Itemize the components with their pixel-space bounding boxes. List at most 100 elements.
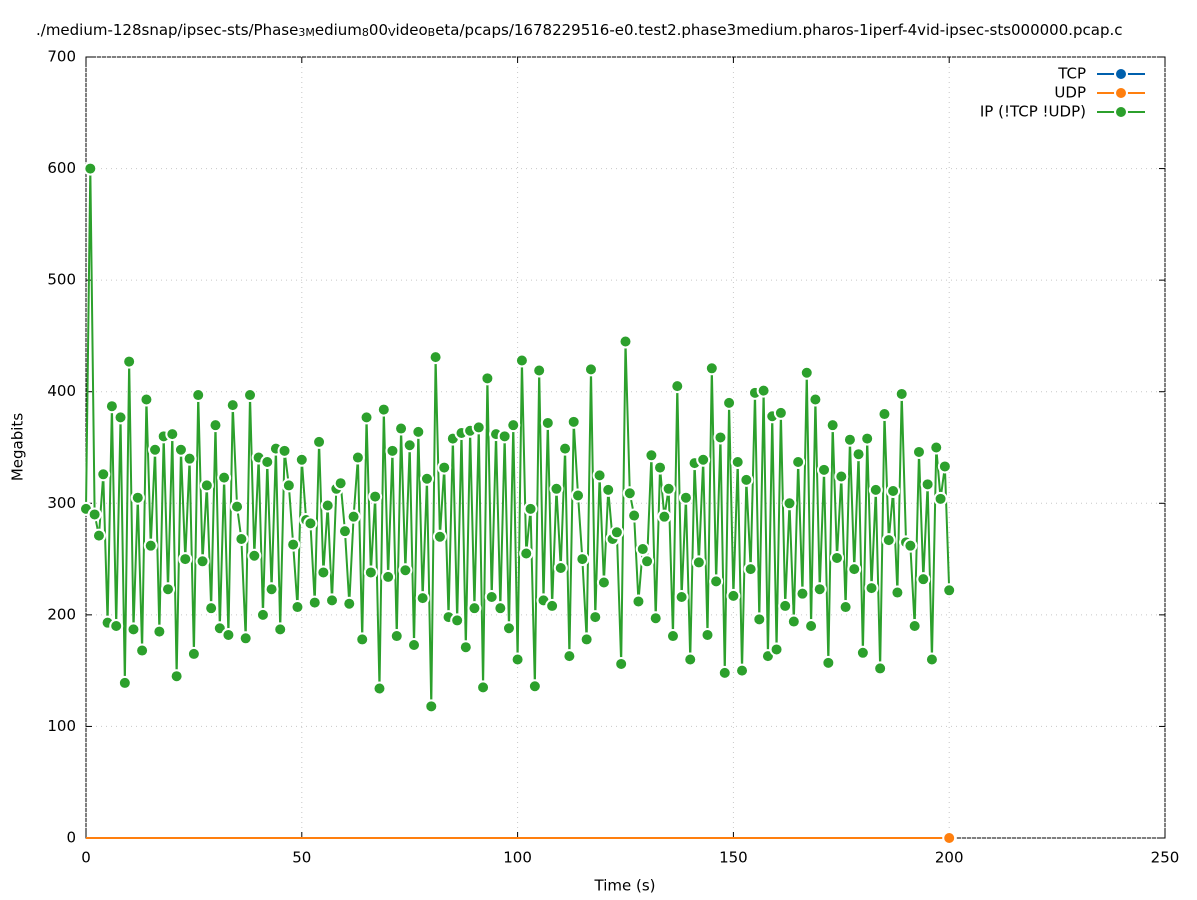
data-point [320,498,335,513]
x-tick-label: 100 [503,849,532,867]
data-point [208,418,223,433]
data-point [484,590,499,605]
data-point [135,643,150,658]
data-point [247,548,262,563]
data-point [415,591,430,606]
data-point [942,583,957,598]
data-point [294,452,309,467]
data-point [316,565,331,580]
data-point [277,443,292,458]
data-point [467,601,482,616]
data-point [191,388,206,403]
data-point [281,478,296,493]
x-tick-label: 250 [1151,849,1180,867]
data-point [873,661,888,676]
data-point [199,478,214,493]
y-tick-label: 300 [47,494,76,512]
data-point [834,469,849,484]
data-point [385,443,400,458]
data-point [122,354,137,369]
y-tick-label: 500 [47,271,76,289]
data-point [523,501,538,516]
x-tick-label: 200 [935,849,964,867]
legend-label: TCP [1057,65,1086,83]
data-point [890,585,905,600]
x-axis-label: Time (s) [594,877,656,895]
data-point [838,600,853,615]
data-point [540,415,555,430]
data-point [735,663,750,678]
data-point [264,582,279,597]
data-point [929,440,944,455]
data-point [182,451,197,466]
data-point [743,562,758,577]
data-point [575,552,590,567]
data-point [799,365,814,380]
data-point [363,565,378,580]
data-point [312,434,327,449]
legend-label: UDP [1054,84,1086,102]
data-point [933,491,948,506]
data-point [562,649,577,664]
data-point [476,680,491,695]
data-point [700,627,715,642]
data-point [165,427,180,442]
data-point [713,430,728,445]
data-point [243,388,258,403]
y-tick-label: 100 [47,717,76,735]
data-point [829,550,844,565]
title-part: 00 [369,21,388,39]
data-point [398,563,413,578]
data-point [402,438,417,453]
x-tick-label: 0 [81,849,91,867]
data-point [627,508,642,523]
data-point [450,613,465,628]
data-point [851,447,866,462]
data-point [648,611,663,626]
data-point [773,405,788,420]
data-point [260,455,275,470]
data-point [726,588,741,603]
title-part: ./medium-128snap/ipsec-sts/Phase [36,21,298,39]
data-point [109,619,124,634]
data-point [907,619,922,634]
title-part: ideo [396,21,428,39]
data-point [924,652,939,667]
data-point [847,562,862,577]
data-point [864,581,879,596]
plot-frame [85,56,1166,839]
data-point [635,542,650,557]
data-point [458,640,473,655]
data-point [782,496,797,511]
data-point [91,528,106,543]
data-point [506,418,521,433]
data-point [480,371,495,386]
data-point [255,607,270,622]
data-point [217,470,232,485]
data-point [195,554,210,569]
data-point [514,353,529,368]
data-point [558,441,573,456]
data-point [342,596,357,611]
data-point [493,601,508,616]
data-point [665,629,680,644]
data-point [372,681,387,696]
data-point [130,490,145,505]
data-point [596,575,611,590]
data-point [428,350,443,365]
data-point [571,488,586,503]
data-point [419,471,434,486]
data-point [868,482,883,497]
data-point [817,462,832,477]
data-point [631,594,646,609]
data-point [303,516,318,531]
data-point [709,574,724,589]
data-point [234,531,249,546]
data-point [704,361,719,376]
data-point [942,831,957,845]
data-point [683,652,698,667]
data-point [916,572,931,587]
data-point [83,161,98,176]
data-point [549,481,564,496]
x-tick-label: 150 [719,849,748,867]
